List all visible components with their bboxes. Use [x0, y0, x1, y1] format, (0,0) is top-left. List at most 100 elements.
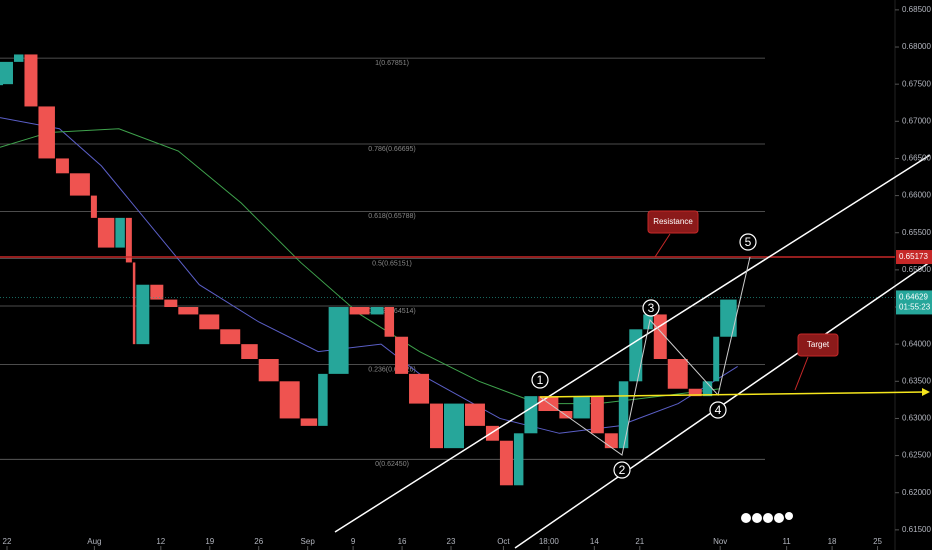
candle — [258, 359, 279, 382]
x-tick-label: 23 — [447, 537, 456, 546]
candle — [115, 217, 125, 248]
target-box — [797, 333, 839, 357]
candle — [24, 54, 38, 107]
candle — [430, 403, 444, 449]
candle — [97, 217, 115, 248]
candle — [370, 307, 384, 315]
channel-upper — [334, 154, 931, 533]
x-tick-label: 19 — [205, 537, 214, 546]
y-tick-label: 0.68000 — [902, 42, 931, 51]
candle — [653, 314, 667, 360]
candle — [0, 61, 13, 85]
candle — [720, 299, 737, 337]
candle — [513, 433, 524, 486]
wave-label: 2 — [619, 463, 626, 477]
candle — [444, 403, 464, 449]
candle — [464, 403, 485, 426]
y-tick-label: 0.65500 — [902, 228, 931, 237]
fib-label: 0.236(0.63726) — [368, 366, 415, 373]
y-tick-label: 0.61500 — [902, 525, 931, 534]
candle — [241, 344, 258, 360]
candle — [318, 373, 328, 426]
x-tick-label: 21 — [635, 537, 644, 546]
countdown: 01:55:23 — [899, 303, 931, 312]
y-tick-label: 0.67500 — [902, 79, 931, 88]
candle — [90, 195, 97, 218]
current-price-box — [896, 290, 932, 315]
candle — [384, 307, 395, 337]
x-tick-label: 26 — [254, 537, 263, 546]
x-tick-label: Oct — [497, 537, 510, 546]
y-tick-label: 0.63000 — [902, 414, 931, 423]
candle — [643, 314, 653, 330]
candle — [688, 388, 702, 397]
wave-label: 1 — [537, 373, 544, 387]
wave-label: 3 — [648, 301, 655, 315]
y-tick-label: 0.62000 — [902, 488, 931, 497]
y-tick-label: 0.62500 — [902, 451, 931, 460]
candle — [132, 262, 136, 345]
candle — [590, 396, 604, 434]
candle — [136, 284, 150, 345]
fib-label: 1(0.67851) — [375, 60, 409, 67]
y-tick-label: 0.65000 — [902, 265, 931, 274]
wave-circle — [709, 401, 727, 419]
resistance-price-box — [896, 250, 932, 265]
candle — [300, 418, 318, 426]
resistance-label: Resistance — [653, 217, 693, 226]
candle — [499, 440, 513, 486]
candle — [178, 307, 199, 315]
x-tick-label: 11 — [782, 537, 791, 546]
candle — [667, 359, 688, 389]
resistance-price: 0.65173 — [899, 252, 928, 261]
candle — [55, 158, 69, 174]
target-line — [539, 391, 926, 398]
target-arrow — [922, 388, 930, 396]
candle — [125, 217, 132, 263]
wave-circle — [642, 299, 660, 317]
y-tick-label: 0.64000 — [902, 339, 931, 348]
target-pointer — [794, 356, 809, 391]
target-label: Target — [807, 340, 830, 349]
wave-circle — [531, 371, 549, 389]
x-tick-label: 16 — [398, 537, 407, 546]
x-tick-label: Aug — [87, 537, 101, 546]
candle — [328, 307, 349, 374]
candle — [702, 381, 713, 397]
x-tick-label: Sep — [301, 537, 316, 546]
moving-average — [0, 117, 738, 434]
wave-label: 5 — [745, 235, 752, 249]
x-tick-label: 18 — [828, 537, 837, 546]
x-tick-label: 14 — [590, 537, 599, 546]
wave-path — [539, 256, 751, 456]
y-tick-label: 0.68500 — [902, 5, 931, 14]
wave-circle — [739, 233, 757, 251]
y-tick-label: 0.63500 — [902, 376, 931, 385]
toolbar-icons — [741, 512, 793, 523]
wave-label: 4 — [715, 403, 722, 417]
y-tick-label: 0.66500 — [902, 154, 931, 163]
candle — [409, 373, 430, 404]
x-tick-label: 22 — [3, 537, 12, 546]
fib-label: 0.5(0.65151) — [372, 261, 412, 268]
resistance-pointer — [654, 233, 671, 258]
candle — [164, 299, 178, 308]
x-tick-label: 12 — [156, 537, 165, 546]
candle — [629, 329, 643, 382]
candle — [150, 284, 164, 300]
current-price: 0.64629 — [899, 293, 928, 302]
candle — [349, 307, 370, 315]
y-tick-label: 0.66000 — [902, 191, 931, 200]
fib-label: 0.786(0.66695) — [368, 146, 415, 153]
x-tick-label: 18:00 — [539, 537, 560, 546]
candle — [604, 433, 618, 449]
candle — [69, 173, 90, 196]
candle — [573, 396, 590, 419]
fib-label: 0(0.62450) — [375, 461, 409, 468]
candle — [395, 336, 409, 374]
wave-circle — [613, 461, 631, 479]
y-tick-label: 0.67000 — [902, 116, 931, 125]
x-tick-label: 9 — [351, 537, 356, 546]
x-tick-label: 25 — [873, 537, 882, 546]
